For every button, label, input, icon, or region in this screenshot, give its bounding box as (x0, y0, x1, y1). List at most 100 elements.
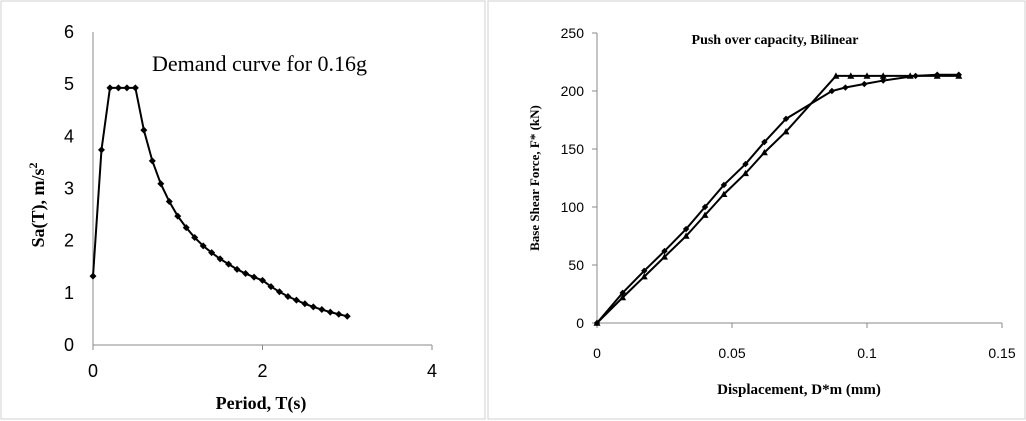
pushover-series-1-point (701, 203, 709, 211)
demand-x-tick-label: 4 (427, 361, 437, 381)
demand-data-point (174, 212, 182, 220)
demand-data-point (335, 310, 343, 318)
demand-y-tick-label: 3 (64, 179, 74, 199)
pushover-y-tick-label: 150 (561, 141, 585, 157)
demand-data-point (309, 303, 317, 311)
pushover-series-2-point (782, 128, 790, 135)
demand-data-point (233, 265, 241, 273)
pushover-series-2-point (682, 232, 690, 239)
pushover-series-2-point (720, 190, 728, 198)
pushover-series-1-point (761, 138, 768, 146)
pushover-y-tick-label: 250 (561, 25, 585, 41)
demand-data-point (326, 308, 334, 316)
pushover-series-2-point (906, 72, 914, 79)
pushover-series-2-point (879, 72, 887, 79)
pushover-y-axis-label: Base Shear Force, F* (kN) (527, 105, 542, 251)
demand-data-point (275, 288, 283, 296)
pushover-series-1-markers (593, 71, 962, 327)
demand-data-point (318, 306, 326, 314)
pushover-y-tick-labels: 0 50 100 150 200 250 (561, 25, 597, 331)
demand-data-point (157, 180, 165, 188)
pushover-y-tick-label: 50 (568, 257, 584, 273)
pushover-series-1-point (661, 247, 668, 255)
demand-data-point (225, 260, 233, 268)
pushover-series-1-point (742, 160, 749, 168)
pushover-series-1-point (842, 84, 849, 91)
pushover-y-tick-label: 0 (576, 315, 584, 331)
pushover-series-2-point (847, 72, 855, 79)
demand-data-point (106, 84, 114, 92)
pushover-series-2-point (701, 211, 709, 218)
demand-y-tick-label: 1 (64, 283, 74, 303)
pushover-x-tick-label: 0.1 (857, 345, 877, 361)
demand-data-point (165, 198, 173, 206)
demand-curve-panel: 0 1 2 3 4 5 6 0 2 4 Demand curve for 0.16g Perio… (0, 0, 486, 420)
demand-data-point (97, 146, 105, 154)
demand-data-point (89, 272, 97, 280)
pushover-series-2-point (760, 148, 768, 156)
pushover-x-tick-label: 0.05 (718, 345, 745, 361)
pushover-series-1-point (782, 115, 790, 123)
demand-x-tick-labels: 0 2 4 (88, 345, 437, 381)
pushover-series-2-point (863, 72, 871, 79)
demand-y-axis-label-superscript: 2 (26, 162, 40, 168)
pushover-x-axis-label: Displacement, D*m (mm) (717, 382, 881, 398)
pushover-series-2-point (619, 293, 627, 301)
pushover-series-2-point (933, 72, 941, 79)
demand-data-point (199, 242, 207, 250)
pushover-x-tick-label: 0.15 (988, 345, 1015, 361)
demand-data-point (191, 234, 199, 242)
demand-data-point (216, 255, 224, 263)
demand-chart-title: Demand curve for 0.16g (152, 51, 367, 76)
demand-data-point (140, 126, 148, 134)
pushover-chart-title: Push over capacity, Bilinear (692, 33, 859, 48)
demand-y-tick-labels: 0 1 2 3 4 5 6 (64, 22, 74, 355)
pushover-series-2-point (661, 253, 668, 260)
pushover-panel-frame (487, 0, 1026, 420)
demand-data-point (123, 84, 131, 92)
demand-y-axis-label-main: Sa(T), m/s (28, 168, 49, 247)
pushover-x-tick-label: 0 (593, 345, 601, 361)
demand-data-point (343, 312, 351, 320)
demand-x-tick-label: 2 (257, 361, 267, 381)
pushover-series-1-point (720, 181, 728, 189)
demand-data-point (292, 296, 300, 304)
pushover-x-tick-labels: 0 0.05 0.1 0.15 (593, 323, 1016, 361)
demand-data-point (284, 292, 292, 300)
demand-x-tick-label: 0 (88, 361, 98, 381)
demand-y-tick-label: 2 (64, 231, 74, 251)
demand-data-point (131, 84, 139, 92)
pushover-series-1-point (682, 225, 690, 233)
demand-data-point (182, 224, 190, 232)
pushover-series-2-point (955, 72, 963, 79)
pushover-y-tick-label: 200 (561, 83, 585, 99)
demand-data-point (259, 276, 266, 284)
demand-y-tick-label: 0 (64, 335, 74, 355)
pushover-series-2-markers (593, 72, 963, 326)
demand-data-point (267, 283, 275, 291)
demand-panel-frame (0, 0, 486, 420)
pushover-series-2-point (593, 319, 601, 326)
pushover-series-1-point (641, 267, 648, 274)
pushover-series-1-point (828, 87, 836, 95)
pushover-panel: 0 50 100 150 200 250 0 0.05 0.1 0.15 Push over c… (487, 0, 1026, 420)
pushover-series-2-point (742, 169, 749, 177)
demand-data-point (114, 84, 122, 92)
pushover-series-1-point (861, 80, 868, 88)
demand-y-tick-label: 6 (64, 22, 74, 42)
demand-data-point (301, 300, 309, 308)
pushover-series-2-point (832, 72, 840, 79)
demand-series-markers (89, 84, 351, 320)
pushover-series-1-point (912, 72, 919, 80)
demand-y-axis-label: Sa(T), m/s2 (26, 162, 49, 247)
pushover-y-tick-label: 100 (561, 199, 585, 215)
demand-y-tick-label: 5 (64, 74, 74, 94)
pushover-series-1-point (880, 77, 887, 84)
demand-data-point (250, 273, 258, 281)
demand-data-point (242, 270, 250, 278)
demand-y-tick-label: 4 (64, 126, 74, 146)
demand-data-point (208, 249, 216, 257)
pushover-series-1-point (619, 289, 626, 297)
demand-data-point (148, 157, 156, 165)
